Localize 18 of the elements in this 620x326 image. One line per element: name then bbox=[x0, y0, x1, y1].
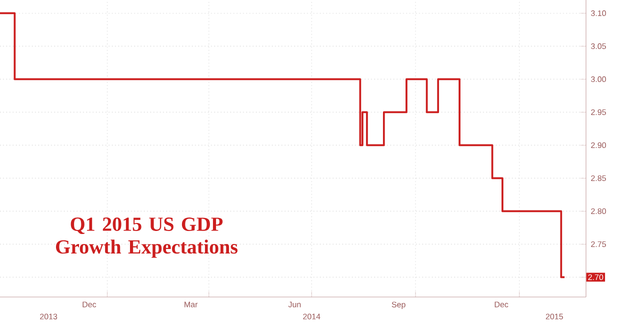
x-tick-label: Jun bbox=[288, 302, 301, 308]
text: 2.70 bbox=[588, 274, 604, 280]
y-tick-label: 2.95 bbox=[591, 109, 606, 116]
x2-tick-label: 2013 bbox=[40, 314, 58, 320]
y-tick-label: 3.00 bbox=[591, 76, 606, 82]
y-tick-label: 2.85 bbox=[591, 175, 606, 182]
y-tick-label: 2.75 bbox=[591, 241, 606, 248]
x-tick-label: Dec bbox=[494, 302, 508, 308]
y-tick-label: 2.90 bbox=[591, 142, 606, 148]
x2-tick-label: 2014 bbox=[303, 314, 320, 320]
y-tick-label: 2.80 bbox=[591, 208, 606, 214]
y-tick-label: 3.10 bbox=[591, 10, 606, 16]
text: Q1 2015 US GDP Growth Expectations bbox=[56, 217, 238, 258]
y-tick-label: 3.05 bbox=[591, 43, 606, 50]
x-tick-label: Dec bbox=[82, 302, 96, 308]
x-tick-label: Sep bbox=[392, 302, 406, 309]
x2-tick-label: 2015 bbox=[546, 314, 563, 320]
x-tick-label: Mar bbox=[184, 302, 198, 308]
